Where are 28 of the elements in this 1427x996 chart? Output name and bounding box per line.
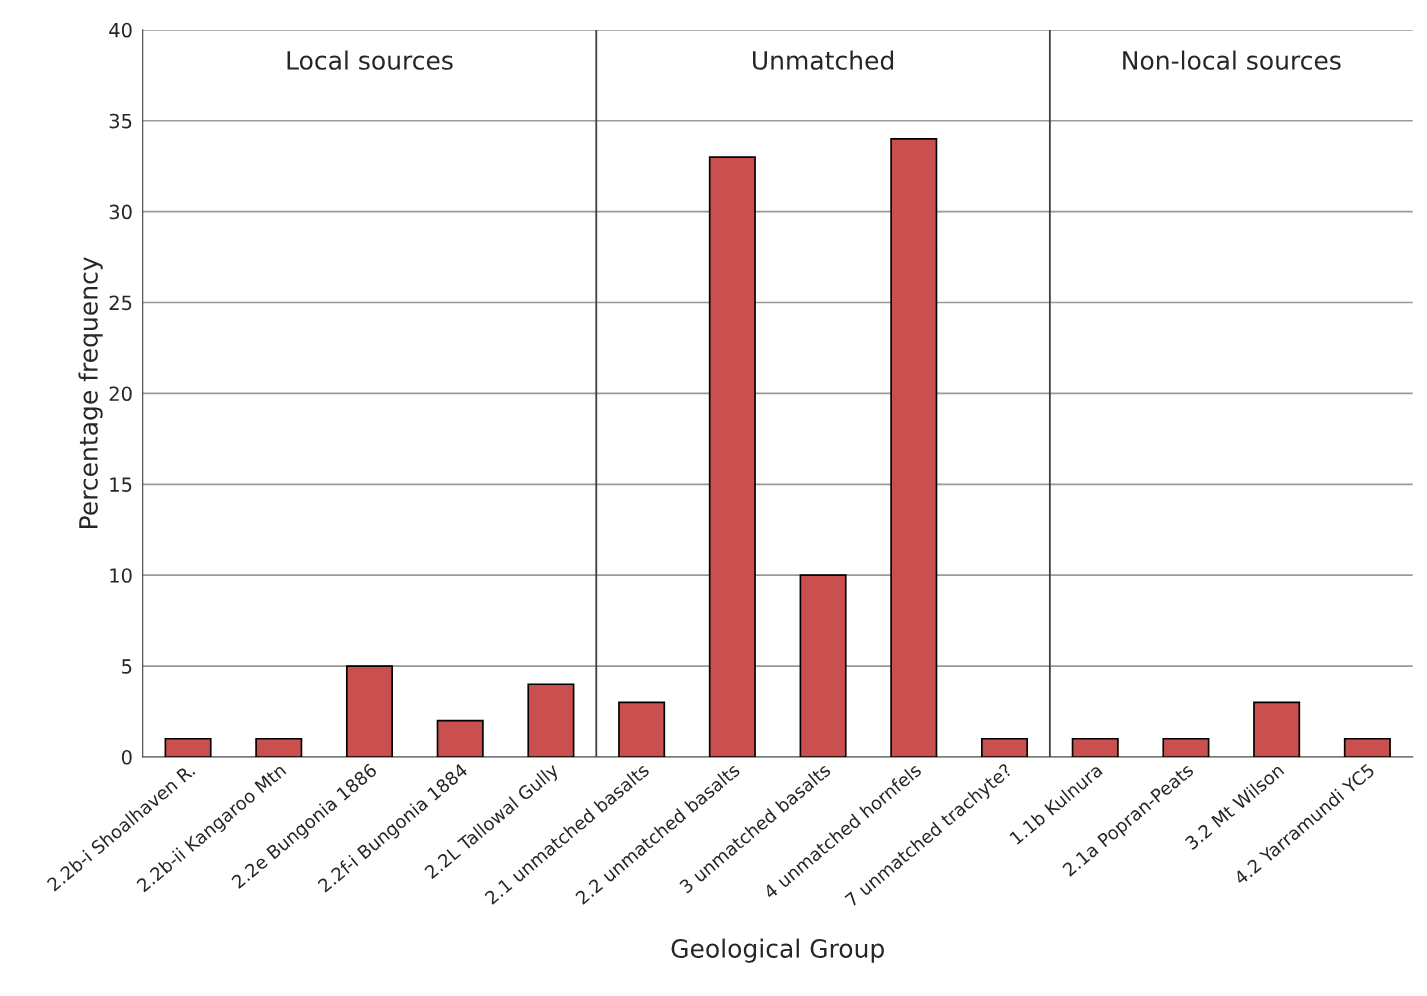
bar xyxy=(799,574,847,757)
bar xyxy=(1343,737,1391,757)
x-axis-title: Geological Group xyxy=(671,938,884,963)
bar xyxy=(436,719,484,757)
bar xyxy=(345,665,394,757)
y-tick-label: 20 xyxy=(109,386,132,402)
bar xyxy=(708,156,756,757)
y-tick-label: 35 xyxy=(109,113,132,129)
bar xyxy=(527,683,575,757)
bar xyxy=(980,737,1029,757)
y-tick-label: 40 xyxy=(109,22,132,38)
y-axis-title: Percentage frequency xyxy=(78,257,103,528)
y-tick-label: 5 xyxy=(122,659,132,674)
annotation: Non-local sources xyxy=(1123,50,1341,70)
y-tick-label: 30 xyxy=(109,204,132,220)
bar xyxy=(890,138,938,757)
y-tick-label: 10 xyxy=(110,568,132,583)
bar xyxy=(1162,737,1210,757)
bar xyxy=(1071,737,1119,757)
y-tick-label: 0 xyxy=(121,749,132,765)
y-tick-label: 25 xyxy=(109,295,132,311)
annotation: Unmatched xyxy=(753,50,894,70)
y-tick-label: 15 xyxy=(110,477,132,492)
annotation: Local sources xyxy=(287,50,453,70)
bar xyxy=(164,737,212,757)
bar xyxy=(618,701,666,757)
bar xyxy=(255,737,303,757)
bar xyxy=(1253,701,1301,757)
